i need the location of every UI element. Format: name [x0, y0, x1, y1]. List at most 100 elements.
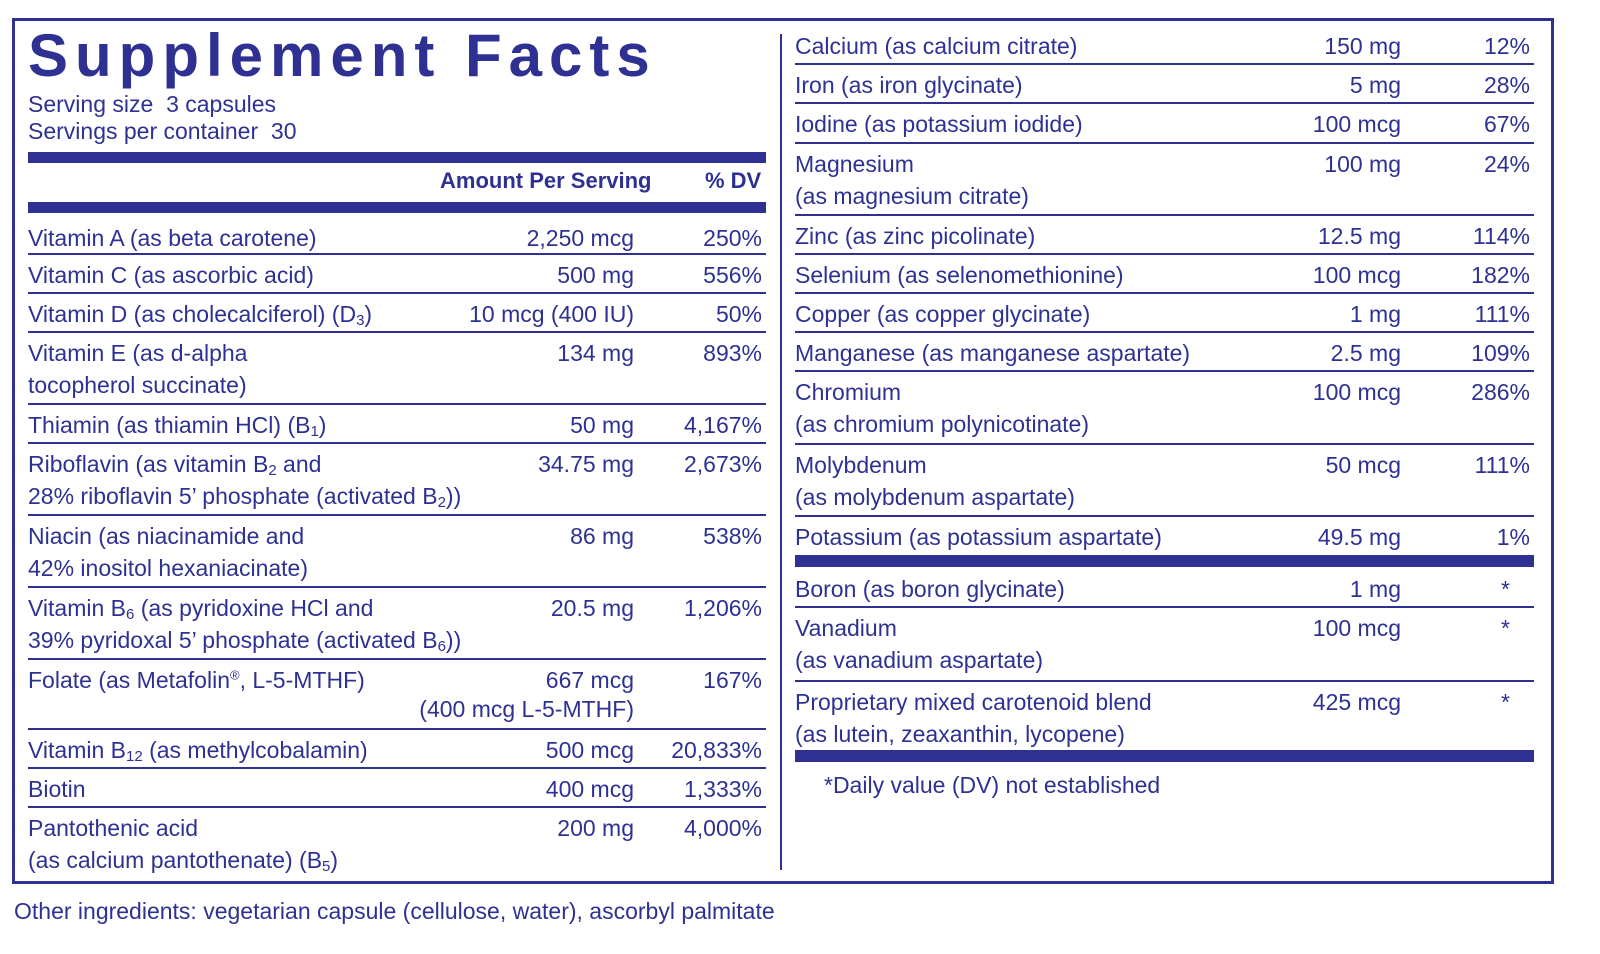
nutrient-amount: 50 mg — [570, 412, 634, 438]
nutrient-row-vitamin-e: Vitamin E (as d-alpha tocopherol succina… — [28, 335, 766, 405]
nutrient-name-line2: (as calcium pantothenate) (B5) — [28, 847, 339, 875]
nutrient-name-line1: Pantothenic acid — [28, 815, 199, 841]
servings-per-container: Servings per container 30 — [28, 118, 297, 145]
nutrient-name-line2: 42% inositol hexaniacinate) — [28, 555, 309, 581]
nutrient-amount: 2.5 mg — [1330, 340, 1401, 366]
nutrient-name: Vitamin C (as ascorbic acid) — [28, 262, 314, 288]
nutrient-name: Biotin — [28, 776, 86, 802]
nutrient-row-folate: Folate (as Metafolin®, L-5-MTHF) 667 mcg… — [28, 662, 766, 730]
nutrient-row-vitamin-d: Vitamin D (as cholecalciferol) (D3) 10 m… — [28, 296, 766, 333]
nutrient-row-selenium: Selenium (as selenomethionine) 100 mcg 1… — [795, 257, 1534, 294]
nutrient-row-biotin: Biotin 400 mcg 1,333% — [28, 771, 766, 808]
nutrient-row-vitamin-a: Vitamin A (as beta carotene) 2,250 mcg 2… — [28, 220, 766, 255]
nutrient-row-chromium: Chromium (as chromium polynicotinate) 10… — [795, 374, 1534, 445]
nutrient-row-iron: Iron (as iron glycinate) 5 mg 28% — [795, 67, 1534, 104]
nutrient-name-line2: (as chromium polynicotinate) — [795, 411, 1090, 437]
nutrient-amount: 1 mg — [1349, 301, 1401, 327]
nutrient-name-line2: (as vanadium aspartate) — [795, 647, 1044, 673]
nutrient-name-line2: tocopherol succinate) — [28, 372, 247, 398]
nutrient-dv: 12% — [1483, 33, 1530, 59]
nutrient-amount: 100 mcg — [1312, 111, 1401, 137]
nutrient-name: Selenium (as selenomethionine) — [795, 262, 1124, 288]
nutrient-amount: 500 mg — [557, 262, 634, 288]
nutrient-name-line2: 39% pyridoxal 5’ phosphate (activated B6… — [28, 627, 462, 655]
serving-size-value: 3 capsules — [166, 91, 277, 117]
nutrient-amount: 1 mg — [1349, 576, 1401, 602]
nutrient-amount: 100 mcg — [1312, 379, 1401, 405]
nutrient-dv: 4,000% — [683, 815, 762, 841]
nutrient-amount: 34.75 mg — [538, 451, 634, 477]
column-divider — [780, 34, 782, 870]
panel-title: Supplement Facts — [28, 22, 657, 89]
nutrient-dv: 893% — [703, 340, 762, 366]
nutrient-amount: 10 mcg (400 IU) — [469, 301, 634, 327]
header-thick-rule — [28, 152, 766, 163]
nutrient-name-line2: (as magnesium citrate) — [795, 183, 1029, 209]
nutrient-name-line1: Vitamin E (as d-alpha — [28, 340, 248, 366]
nutrient-dv: 1% — [1496, 524, 1530, 550]
nutrient-dv: 24% — [1483, 151, 1530, 177]
nutrient-dv: 109% — [1471, 340, 1530, 366]
nutrient-dv: 167% — [703, 667, 762, 693]
nutrient-amount: 425 mcg — [1312, 689, 1401, 715]
nutrient-name: Vitamin B12 (as methylcobalamin) — [28, 737, 368, 765]
nutrient-dv: 28% — [1483, 72, 1530, 98]
nutrient-name: Vitamin D (as cholecalciferol) (D3) — [28, 301, 373, 329]
nutrient-dv: 114% — [1472, 223, 1530, 249]
nutrient-name: Potassium (as potassium aspartate) — [795, 524, 1162, 550]
nutrient-dv: 111% — [1474, 301, 1530, 327]
nutrient-row-vitamin-b6: Vitamin B6 (as pyridoxine HCl and 39% py… — [28, 590, 766, 660]
bottom-thick-rule — [795, 750, 1534, 762]
nutrient-amount: 100 mcg — [1312, 615, 1401, 641]
column-header-amount: Amount Per Serving — [440, 168, 652, 193]
nutrient-name: Boron (as boron glycinate) — [795, 576, 1065, 602]
nutrient-name-line1: Magnesium — [795, 151, 914, 177]
nutrient-name: Zinc (as zinc picolinate) — [795, 223, 1036, 249]
nutrient-amount: 86 mg — [570, 523, 634, 549]
nutrient-name-line1: Riboflavin (as vitamin B2 and — [28, 451, 322, 479]
supplement-facts-panel — [12, 18, 1554, 884]
nutrient-dv: 67% — [1483, 111, 1530, 137]
nutrient-name: Vitamin A (as beta carotene) — [28, 225, 317, 251]
nutrient-amount-note: (400 mcg L-5-MTHF) — [419, 696, 634, 722]
nutrient-row-thiamin: Thiamin (as thiamin HCl) (B1) 50 mg 4,16… — [28, 407, 766, 444]
nutrient-name-line2: 28% riboflavin 5’ phosphate (activated B… — [28, 483, 462, 511]
nutrient-name: Iron (as iron glycinate) — [795, 72, 1023, 98]
nutrient-row-manganese: Manganese (as manganese aspartate) 2.5 m… — [795, 335, 1534, 372]
nutrient-row-vitamin-b12: Vitamin B12 (as methylcobalamin) 500 mcg… — [28, 732, 766, 769]
dv-footnote: *Daily value (DV) not established — [824, 772, 1161, 798]
nutrient-amount: 20.5 mg — [550, 595, 634, 621]
nutrient-amount: 100 mcg — [1312, 262, 1401, 288]
nutrient-dv: 4,167% — [683, 412, 762, 438]
nutrient-row-vitamin-c: Vitamin C (as ascorbic acid) 500 mg 556% — [28, 257, 766, 294]
nutrient-dv: 286% — [1471, 379, 1530, 405]
servings-label: Servings per container — [28, 118, 259, 144]
nutrient-name: Thiamin (as thiamin HCl) (B1) — [28, 412, 327, 440]
nutrient-dv: 556% — [703, 262, 762, 288]
nutrient-row-carotenoid-blend: Proprietary mixed carotenoid blend (as l… — [795, 684, 1534, 748]
nutrient-row-riboflavin: Riboflavin (as vitamin B2 and 28% ribofl… — [28, 446, 766, 516]
nutrient-amount: 5 mg — [1349, 72, 1401, 98]
serving-size-label: Serving size — [28, 91, 154, 117]
nutrient-row-zinc: Zinc (as zinc picolinate) 12.5 mg 114% — [795, 218, 1534, 255]
nutrient-amount: 49.5 mg — [1317, 524, 1401, 550]
nutrient-name-line1: Chromium — [795, 379, 902, 405]
nutrient-name-line1: Niacin (as niacinamide and — [28, 523, 305, 549]
nutrient-dv: * — [1501, 689, 1510, 715]
nutrient-dv: 111% — [1474, 452, 1530, 478]
column-header-dv: % DV — [705, 168, 762, 193]
nutrient-name: Calcium (as calcium citrate) — [795, 33, 1078, 59]
nutrient-name-line2: (as molybdenum aspartate) — [795, 484, 1075, 510]
header-bottom-rule — [28, 202, 766, 213]
nutrient-amount: 400 mcg — [545, 776, 634, 802]
nutrient-dv: 2,673% — [683, 451, 762, 477]
nutrient-name: Iodine (as potassium iodide) — [795, 111, 1083, 137]
nutrient-amount: 150 mg — [1324, 33, 1401, 59]
section-thick-rule — [795, 555, 1534, 567]
nutrient-dv: 182% — [1471, 262, 1530, 288]
nutrient-name-line2: (as lutein, zeaxanthin, lycopene) — [795, 721, 1125, 747]
nutrient-name-line1: Proprietary mixed carotenoid blend — [795, 689, 1152, 715]
nutrient-name: Copper (as copper glycinate) — [795, 301, 1091, 327]
nutrient-amount: 500 mcg — [545, 737, 634, 763]
nutrient-amount: 12.5 mg — [1317, 223, 1401, 249]
